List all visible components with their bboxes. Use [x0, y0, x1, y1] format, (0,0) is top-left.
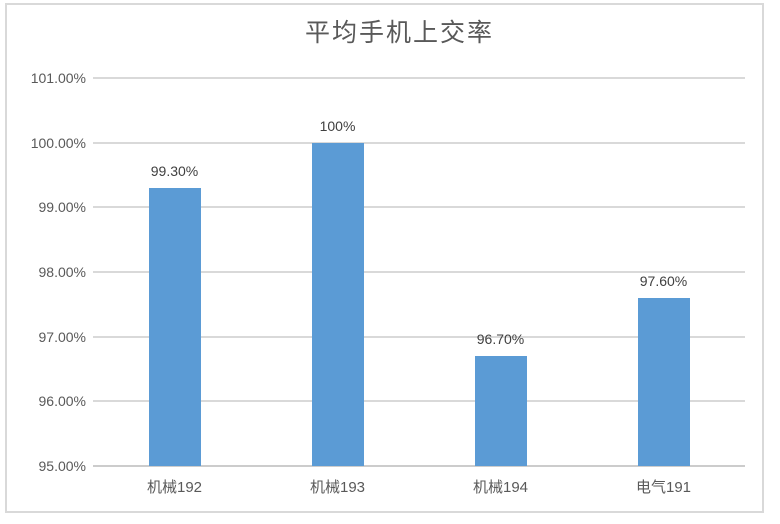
- bar: [311, 142, 364, 466]
- y-tick-label: 98.00%: [38, 264, 86, 280]
- x-category-label: 电气191: [635, 479, 692, 496]
- y-tick-label: 100.00%: [30, 134, 86, 151]
- gridline: [93, 206, 745, 209]
- x-category-label: 机械192: [146, 479, 203, 496]
- bar-data-label: 100%: [319, 117, 356, 134]
- bar-data-label: 96.70%: [476, 331, 525, 348]
- y-tick-label: 96.00%: [38, 393, 86, 410]
- bar: [148, 187, 201, 466]
- x-axis-line: [93, 465, 745, 467]
- bar-data-label: 97.60%: [639, 272, 688, 289]
- gridline: [93, 271, 745, 273]
- y-tick-label: 95.00%: [38, 458, 86, 474]
- y-tick-label: 99.00%: [38, 199, 86, 216]
- bar-data-label: 99.30%: [150, 162, 199, 179]
- x-category-label: 机械194: [472, 479, 529, 496]
- bar: [474, 356, 527, 466]
- gridline: [93, 77, 745, 79]
- x-category-label: 机械193: [309, 479, 366, 496]
- y-tick-label: 101.00%: [30, 70, 86, 86]
- bar: [637, 297, 690, 466]
- gridline: [93, 141, 745, 144]
- gridline: [93, 335, 745, 338]
- y-tick-label: 97.00%: [38, 328, 86, 345]
- chart-title: 平均手机上交率: [304, 20, 494, 47]
- gridline: [93, 400, 745, 403]
